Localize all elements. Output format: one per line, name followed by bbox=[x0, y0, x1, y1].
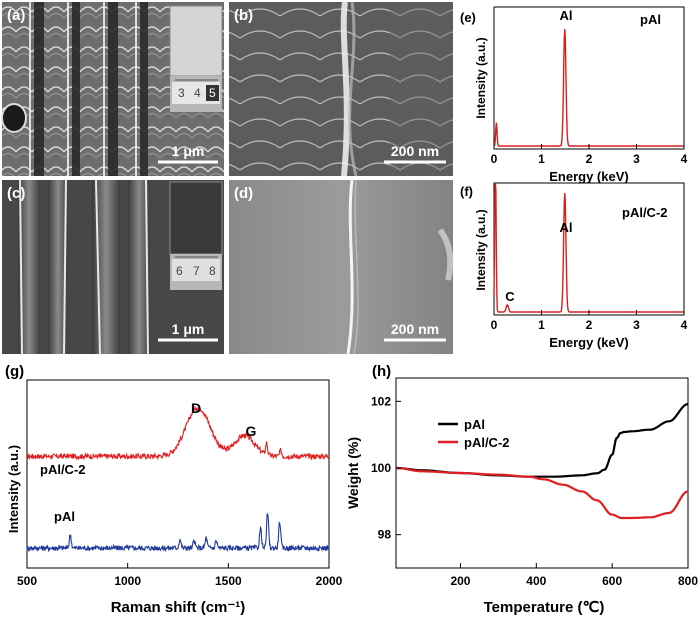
x-tick-label: 0 bbox=[491, 152, 498, 166]
x-axis-label: Energy (keV) bbox=[549, 169, 628, 184]
series-line bbox=[395, 466, 689, 520]
raman-chart: 500 1000 1500 2000 bbox=[17, 379, 343, 588]
sem-panel-b bbox=[229, 1, 453, 177]
panel-label-d: (d) bbox=[234, 185, 253, 202]
sem-panel-d bbox=[229, 179, 454, 355]
panel-label-b: (b) bbox=[234, 7, 253, 24]
plot-frame bbox=[493, 182, 685, 316]
x-tick-label: 3 bbox=[633, 318, 640, 332]
scale-bar-label-a: 1 μm bbox=[172, 143, 205, 159]
ruler-number: 5 bbox=[209, 86, 216, 100]
annotation-g-band: G bbox=[246, 423, 257, 439]
eds-chart-pAl-C2: 0 1 2 3 4 bbox=[491, 182, 688, 332]
ruler-number: 6 bbox=[176, 264, 183, 278]
series-line bbox=[26, 513, 330, 553]
plot-frame bbox=[26, 379, 330, 569]
panel-label-f: (f) bbox=[460, 184, 473, 199]
x-tick-label: 500 bbox=[17, 574, 37, 588]
y-axis-label: Weight (%) bbox=[345, 437, 361, 509]
x-tick-label: 200 bbox=[450, 574, 470, 588]
x-tick-label: 2000 bbox=[316, 574, 343, 588]
y-axis-label: Intensity (a.u.) bbox=[474, 37, 488, 118]
x-axis-label: Raman shift (cm⁻¹) bbox=[111, 599, 246, 616]
annotation-al: Al bbox=[560, 8, 573, 23]
series-label-pAl-C2: pAl/C-2 bbox=[40, 462, 86, 477]
series-line bbox=[493, 28, 684, 147]
y-tick-label: 102 bbox=[371, 394, 391, 408]
x-tick-label: 1 bbox=[538, 152, 545, 166]
legend-label: pAl/C-2 bbox=[464, 435, 510, 450]
panel-label-g: (g) bbox=[5, 363, 24, 380]
x-tick-label: 400 bbox=[526, 574, 546, 588]
annotation-c: C bbox=[505, 289, 515, 304]
scale-bar-label-c: 1 μm bbox=[172, 321, 205, 337]
sem-panel-c bbox=[2, 179, 224, 355]
ruler-number: 4 bbox=[194, 86, 201, 100]
y-axis-label: Intensity (a.u.) bbox=[474, 209, 488, 290]
ruler-number: 8 bbox=[209, 264, 216, 278]
x-tick-label: 800 bbox=[678, 574, 698, 588]
x-tick-label: 1000 bbox=[114, 574, 141, 588]
y-tick-label: 98 bbox=[378, 528, 392, 542]
annotation-d-band: D bbox=[191, 400, 201, 416]
x-tick-label: 1500 bbox=[215, 574, 242, 588]
spectrum-tag: pAl bbox=[640, 12, 661, 27]
ruler-number: 3 bbox=[178, 86, 185, 100]
scale-bar-label-b: 200 nm bbox=[391, 143, 439, 159]
y-axis-label: Intensity (a.u.) bbox=[6, 445, 21, 533]
x-tick-label: 600 bbox=[602, 574, 622, 588]
series-line bbox=[26, 405, 330, 461]
plot-frame bbox=[395, 377, 689, 569]
annotation-al: Al bbox=[560, 220, 573, 235]
x-tick-label: 2 bbox=[586, 318, 593, 332]
scale-bar-label-d: 200 nm bbox=[391, 321, 439, 337]
series-line bbox=[493, 182, 684, 313]
tga-chart: 200 400 600 800 98 100 102 bbox=[371, 377, 698, 588]
sem-panel-a bbox=[1, 2, 224, 176]
panel-label-c: (c) bbox=[7, 185, 25, 202]
ruler-number: 7 bbox=[193, 264, 200, 278]
x-tick-label: 1 bbox=[538, 318, 545, 332]
x-tick-label: 3 bbox=[633, 152, 640, 166]
x-tick-label: 4 bbox=[681, 152, 688, 166]
x-axis-label: Energy (keV) bbox=[549, 335, 628, 350]
plot-frame bbox=[493, 6, 685, 150]
eds-chart-pAl: 0 1 2 3 4 bbox=[491, 6, 688, 166]
panel-label-a: (a) bbox=[7, 7, 25, 24]
series-line bbox=[395, 402, 689, 478]
series-label-pAl: pAl bbox=[54, 509, 75, 524]
x-axis-label: Temperature (℃) bbox=[484, 599, 605, 616]
panel-label-e: (e) bbox=[460, 10, 476, 25]
spectrum-tag: pAl/C-2 bbox=[622, 205, 668, 220]
x-tick-label: 0 bbox=[491, 318, 498, 332]
legend-label: pAl bbox=[464, 417, 485, 432]
x-tick-label: 4 bbox=[681, 318, 688, 332]
panel-label-h: (h) bbox=[372, 363, 391, 380]
y-tick-label: 100 bbox=[371, 461, 391, 475]
x-tick-label: 2 bbox=[586, 152, 593, 166]
